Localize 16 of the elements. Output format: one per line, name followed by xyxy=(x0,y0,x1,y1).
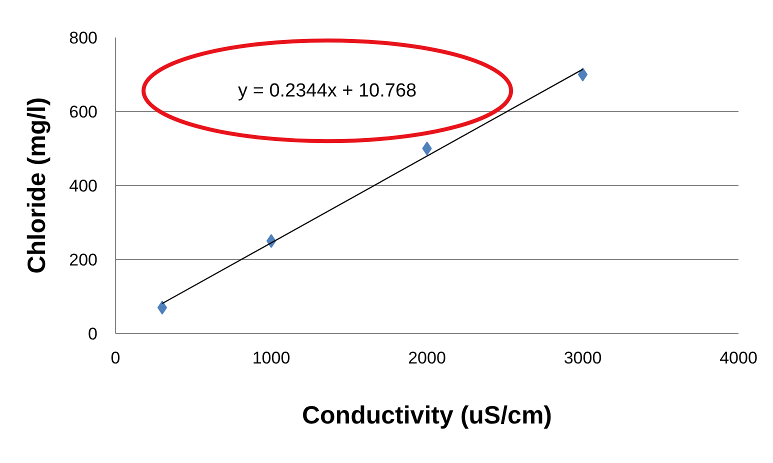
x-tick-label: 1000 xyxy=(252,348,290,368)
y-tick-label: 400 xyxy=(69,176,98,196)
x-tick-label: 2000 xyxy=(408,348,446,368)
x-tick-label: 3000 xyxy=(564,348,602,368)
x-tick-label: 0 xyxy=(110,348,120,368)
point xyxy=(157,300,168,315)
y-axis-title: Chloride (mg/l) xyxy=(23,97,52,274)
x-axis-title: Conductivity (uS/cm) xyxy=(302,402,552,430)
x-tick-label: 4000 xyxy=(720,348,758,368)
y-tick-label: 200 xyxy=(69,250,98,270)
annotation: y = 0.2344x + 10.768 xyxy=(238,80,417,102)
y-tick-label: 600 xyxy=(69,102,98,122)
y-tick-label: 0 xyxy=(88,324,98,344)
point xyxy=(578,68,588,82)
y-tick-label: 800 xyxy=(69,28,98,48)
point xyxy=(422,142,432,156)
